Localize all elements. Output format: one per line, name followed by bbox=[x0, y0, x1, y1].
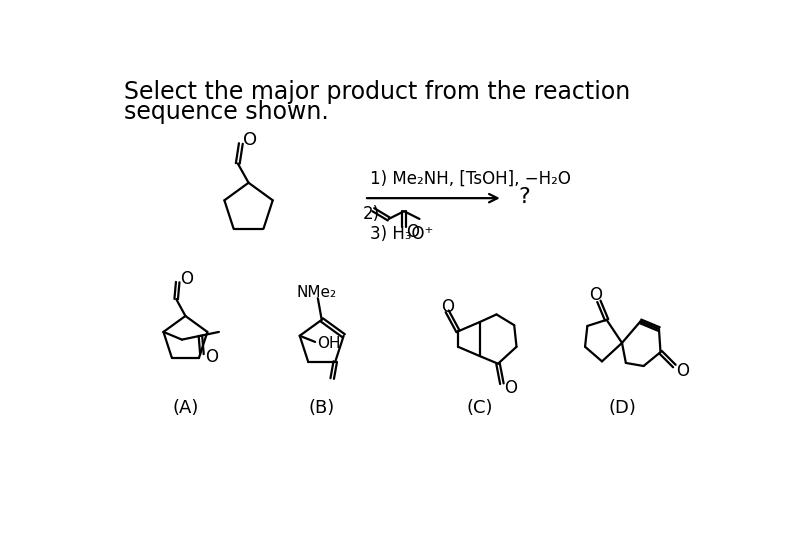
Text: sequence shown.: sequence shown. bbox=[124, 100, 329, 124]
Text: O: O bbox=[243, 131, 257, 150]
Text: 1) Me₂NH, [TsOH], −H₂O: 1) Me₂NH, [TsOH], −H₂O bbox=[371, 170, 571, 187]
Text: O: O bbox=[589, 286, 602, 304]
Text: O: O bbox=[180, 270, 193, 288]
Text: (B): (B) bbox=[309, 399, 334, 417]
Text: Select the major product from the reaction: Select the major product from the reacti… bbox=[124, 80, 630, 104]
Text: O: O bbox=[441, 297, 454, 316]
Text: (D): (D) bbox=[608, 399, 636, 417]
Text: ?: ? bbox=[518, 187, 530, 207]
Text: (C): (C) bbox=[466, 399, 492, 417]
Text: O: O bbox=[504, 379, 517, 397]
Text: O: O bbox=[406, 223, 419, 241]
Text: 3) H₃O⁺: 3) H₃O⁺ bbox=[371, 225, 434, 243]
Text: NMe₂: NMe₂ bbox=[296, 285, 336, 300]
Text: O: O bbox=[205, 347, 218, 366]
Text: 2): 2) bbox=[363, 204, 379, 223]
Text: OH: OH bbox=[317, 336, 340, 351]
Text: (A): (A) bbox=[172, 399, 199, 417]
Text: O: O bbox=[676, 362, 689, 379]
